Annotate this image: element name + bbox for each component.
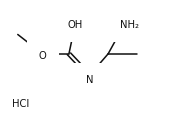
Text: OH: OH: [67, 20, 83, 30]
Text: O: O: [39, 51, 47, 61]
Text: NH₂: NH₂: [120, 20, 139, 30]
Text: HCl: HCl: [12, 99, 29, 109]
Text: N: N: [86, 75, 94, 85]
